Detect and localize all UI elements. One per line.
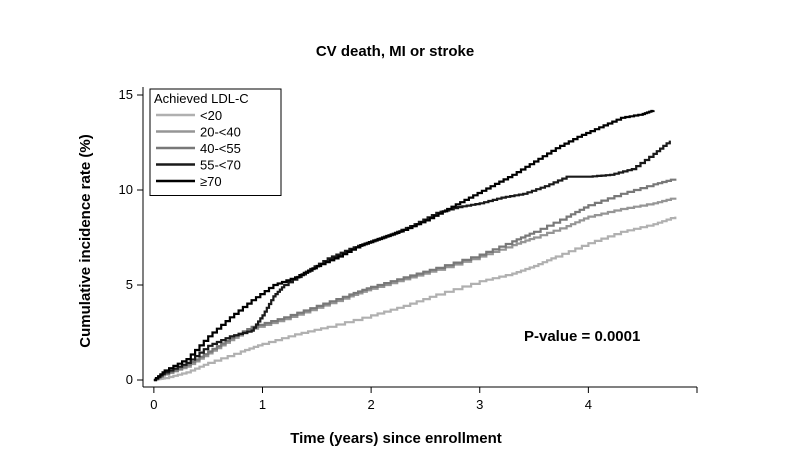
legend-entry: 55-<70 — [200, 158, 241, 173]
legend-entry: 20-<40 — [200, 125, 241, 140]
y-tick-label: 5 — [126, 277, 133, 292]
y-tick-label: 15 — [119, 87, 133, 102]
legend-entry: 40-<55 — [200, 141, 241, 156]
x-axis-label: Time (years) since enrollment — [290, 430, 501, 447]
x-tick-label: 3 — [476, 397, 483, 412]
chart-title: CV death, MI or stroke — [316, 43, 474, 60]
x-tick-label: 2 — [368, 397, 375, 412]
x-tick-label: 1 — [259, 397, 266, 412]
x-tick-label: 4 — [585, 397, 592, 412]
p-value-annotation: P-value = 0.0001 — [524, 328, 640, 345]
y-tick-label: 10 — [119, 182, 133, 197]
y-axis-label: Cumulative incidence rate (%) — [77, 134, 94, 347]
legend-box — [149, 88, 282, 196]
series-line-4 — [153, 109, 655, 382]
legend-entry: <20 — [200, 108, 222, 123]
series-lines — [153, 109, 677, 382]
legend-entry: ≥70 — [200, 174, 222, 189]
legend-title: Achieved LDL-C — [154, 91, 249, 106]
plot-axes: 0 5 10 15 0 1 2 3 4 — [119, 87, 698, 412]
series-line-0 — [153, 216, 677, 382]
series-line-2 — [153, 178, 677, 382]
y-tick-label: 0 — [126, 372, 133, 387]
x-tick-label: 0 — [150, 397, 157, 412]
